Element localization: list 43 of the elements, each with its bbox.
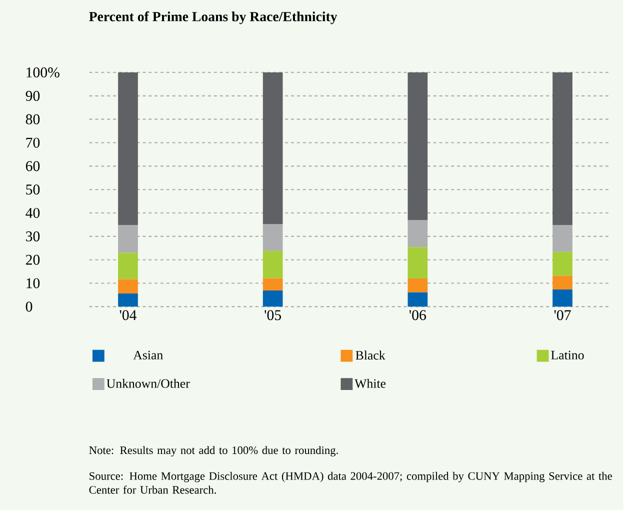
x-tick-label: '05 bbox=[264, 310, 281, 320]
bar bbox=[552, 225, 572, 252]
bar bbox=[408, 72, 428, 220]
bar bbox=[118, 72, 138, 226]
legend-label: Asian bbox=[133, 350, 163, 360]
bar bbox=[118, 252, 138, 280]
chart-title: Percent of Prime Loans by Race/Ethnicity bbox=[89, 11, 338, 24]
y-tick-label: 90 bbox=[26, 90, 40, 101]
bar bbox=[552, 290, 572, 307]
y-tick-label: 70 bbox=[26, 138, 40, 148]
bar bbox=[262, 250, 283, 278]
bar bbox=[118, 225, 138, 253]
y-tick-label: 50 bbox=[26, 184, 40, 194]
bar bbox=[118, 293, 138, 307]
text: Note: Results may not add to 100% due to rounding. bbox=[89, 446, 338, 456]
y-tick-label: 100% bbox=[26, 67, 60, 78]
legend-label: Black bbox=[356, 350, 386, 360]
bar bbox=[118, 279, 138, 294]
bar bbox=[408, 247, 428, 278]
legend-label: Latino bbox=[551, 350, 584, 360]
bar bbox=[552, 276, 572, 290]
bar bbox=[552, 72, 572, 226]
x-tick-label: '07 bbox=[554, 310, 571, 320]
bar bbox=[262, 72, 283, 224]
y-tick-label: 40 bbox=[26, 208, 40, 218]
bar bbox=[262, 278, 283, 290]
y-tick-label: 20 bbox=[26, 254, 40, 265]
bar bbox=[552, 252, 572, 276]
bar bbox=[408, 292, 428, 307]
x-tick-label: '06 bbox=[410, 310, 426, 320]
bar bbox=[262, 290, 283, 307]
y-tick-label: 60 bbox=[26, 161, 40, 172]
bar bbox=[408, 220, 428, 248]
legend-label: Unknown/Other bbox=[106, 378, 190, 388]
x-tick-label: '04 bbox=[120, 310, 136, 320]
y-tick-label: 10 bbox=[26, 278, 40, 288]
bar bbox=[408, 278, 428, 292]
y-tick-label: 30 bbox=[26, 231, 40, 242]
y-tick-label: 80 bbox=[26, 114, 40, 124]
y-tick-label: 0 bbox=[26, 302, 32, 312]
bar bbox=[262, 224, 283, 251]
legend-label: White bbox=[354, 378, 386, 388]
source-note: Source: Home Mortgage Disclosure Act (HMDA) data 2004-2007; compiled by CUNY Mapping Service at the Center for Urban Research. bbox=[89, 472, 612, 494]
